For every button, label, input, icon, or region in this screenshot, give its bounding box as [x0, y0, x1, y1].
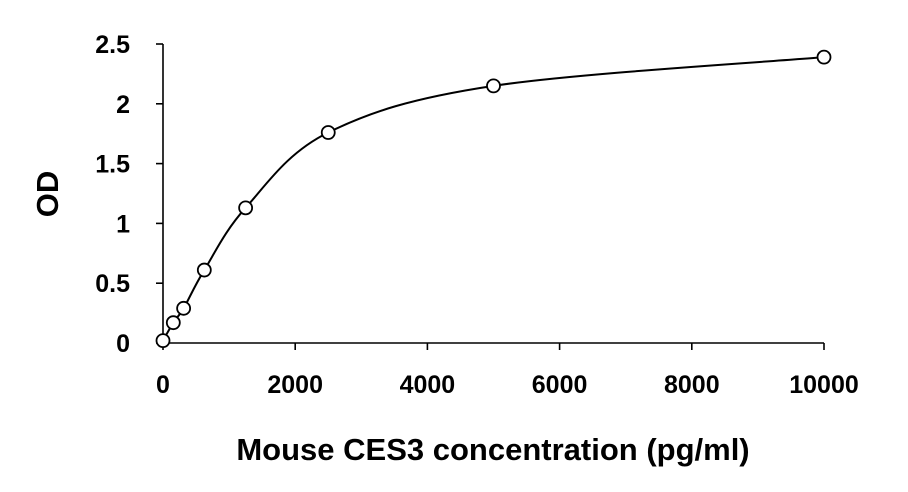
y-tick-label: 2.5 — [95, 31, 130, 59]
y-tick-label: 1.5 — [95, 151, 130, 179]
x-axis: 0 2000 4000 6000 8000 10000 — [156, 342, 859, 399]
data-point — [320, 125, 336, 140]
x-axis-title: Mouse CES3 concentration (pg/ml) — [236, 432, 749, 467]
y-tick-label: 0.5 — [95, 270, 130, 298]
fit-curve — [162, 56, 825, 342]
x-tick-label: 8000 — [664, 371, 720, 399]
y-axis-title: OD — [30, 171, 65, 218]
data-point — [238, 200, 254, 216]
x-tick-label: 4000 — [400, 371, 456, 399]
x-tick-label: 2000 — [267, 371, 323, 399]
y-axis: 0 0.5 1 1.5 2 2.5 — [95, 31, 164, 358]
y-tick-label: 1 — [116, 210, 130, 238]
data-point — [486, 78, 501, 94]
x-tick-label: 6000 — [532, 371, 588, 399]
x-ticks: 0 2000 4000 6000 8000 10000 — [156, 343, 859, 399]
y-tick-label: 2 — [116, 91, 130, 119]
data-point — [196, 262, 212, 278]
y-ticks: 0 0.5 1 1.5 2 2.5 — [95, 31, 163, 358]
data-point — [155, 333, 171, 349]
fit-curve-layer — [162, 56, 825, 342]
y-tick-label: 0 — [116, 330, 130, 358]
data-point — [816, 49, 832, 65]
data-point — [176, 300, 192, 316]
data-point — [165, 315, 181, 331]
data-points-layer — [155, 49, 832, 349]
x-tick-label: 10000 — [789, 371, 859, 399]
x-tick-label: 0 — [156, 371, 170, 399]
